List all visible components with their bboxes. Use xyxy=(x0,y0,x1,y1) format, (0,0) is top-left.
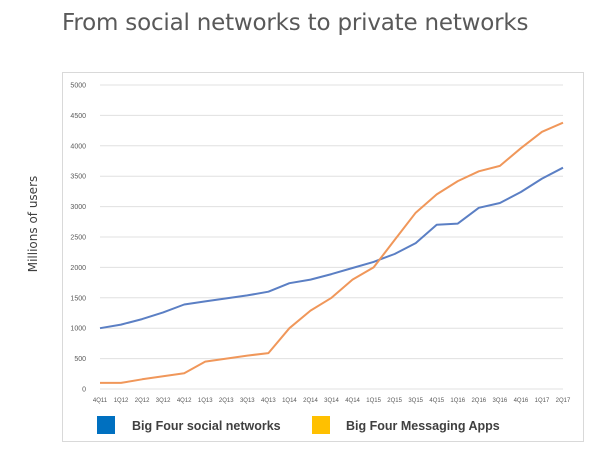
x-tick-label: 4Q11 xyxy=(93,398,108,404)
y-tick-labels: 0 500 1000 1500 2000 2500 3000 3500 4000 4500 5000 xyxy=(70,83,86,394)
x-tick-label: 1Q15 xyxy=(366,398,381,404)
legend-swatch-1 xyxy=(312,416,330,434)
x-tick-label: 2Q13 xyxy=(219,398,234,404)
x-tick-label: 2Q12 xyxy=(135,398,150,404)
x-tick-label: 2Q14 xyxy=(303,398,318,404)
legend-label-1: Big Four Messaging Apps xyxy=(346,419,500,433)
x-tick-label: 1Q14 xyxy=(282,398,297,404)
x-tick-label: 1Q13 xyxy=(198,398,213,404)
y-tick-label: 4500 xyxy=(70,113,86,120)
x-tick-labels: 4Q11 1Q12 2Q12 3Q12 4Q12 1Q13 2Q13 3Q13 4Q13 1Q14… xyxy=(93,398,571,404)
x-tick-label: 4Q13 xyxy=(261,398,276,404)
y-tick-label: 2000 xyxy=(70,265,86,272)
x-tick-label: 4Q16 xyxy=(514,398,529,404)
y-tick-label: 3000 xyxy=(70,204,86,211)
y-tick-label: 5000 xyxy=(70,83,86,90)
series-line-0 xyxy=(99,166,564,330)
x-tick-label: 1Q17 xyxy=(535,398,550,404)
legend-label-0: Big Four social networks xyxy=(132,419,281,433)
gridlines xyxy=(100,84,563,390)
series-line-1 xyxy=(100,121,564,384)
x-tick-label: 4Q14 xyxy=(345,398,360,404)
x-tick-label: 3Q12 xyxy=(156,398,171,404)
legend-swatch-0 xyxy=(97,416,115,434)
legend: Big Four social networks Big Four Messagi… xyxy=(97,416,500,434)
page-title: From social networks to private networks xyxy=(62,10,529,36)
x-tick-label: 2Q16 xyxy=(471,398,486,404)
x-tick-label: 3Q16 xyxy=(493,398,508,404)
x-tick-label: 1Q12 xyxy=(114,398,129,404)
x-tick-label: 2Q17 xyxy=(556,398,571,404)
chart-frame xyxy=(62,72,584,442)
y-tick-label: 2500 xyxy=(70,235,86,242)
x-tick-label: 3Q14 xyxy=(324,398,339,404)
y-tick-label: 0 xyxy=(82,387,86,394)
x-tick-label: 2Q15 xyxy=(387,398,402,404)
x-tick-label: 4Q15 xyxy=(429,398,444,404)
y-tick-label: 1000 xyxy=(70,326,86,333)
x-tick-label: 4Q12 xyxy=(177,398,192,404)
x-tick-label: 3Q13 xyxy=(240,398,255,404)
y-tick-label: 500 xyxy=(74,356,86,363)
y-tick-label: 4000 xyxy=(70,143,86,150)
series-lines xyxy=(99,121,564,384)
x-tick-label: 1Q16 xyxy=(450,398,465,404)
y-tick-label: 3500 xyxy=(70,174,86,181)
x-tick-label: 3Q15 xyxy=(408,398,423,404)
y-tick-label: 1500 xyxy=(70,295,86,302)
